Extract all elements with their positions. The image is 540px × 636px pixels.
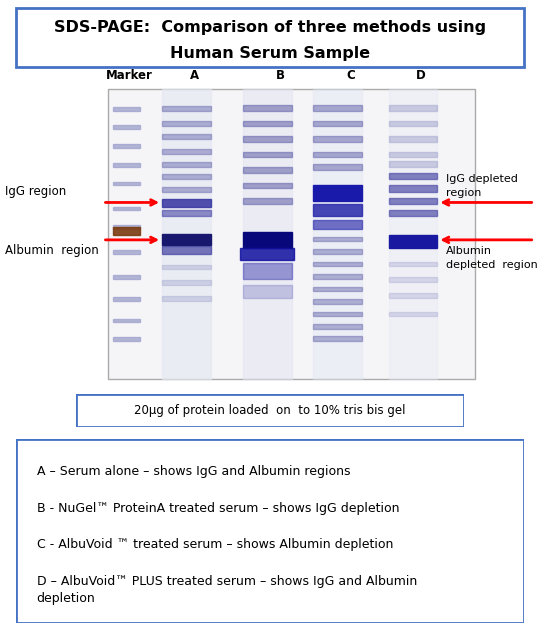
Bar [389, 105, 437, 111]
Bar [313, 136, 362, 142]
Bar [243, 167, 292, 173]
Bar [113, 250, 140, 254]
Bar [162, 233, 211, 245]
Bar [313, 287, 362, 291]
Bar [113, 207, 140, 211]
Bar [162, 265, 211, 270]
Text: B - NuGel™ ProteinA treated serum – shows IgG depletion: B - NuGel™ ProteinA treated serum – show… [37, 502, 399, 515]
Bar [162, 174, 211, 179]
FancyBboxPatch shape [16, 8, 524, 67]
Bar [162, 121, 211, 126]
Bar [113, 228, 140, 235]
Bar [313, 312, 362, 316]
Bar [243, 105, 292, 111]
Bar [243, 136, 292, 142]
Text: A: A [190, 69, 199, 83]
Bar [162, 199, 211, 207]
Text: Albumin  region: Albumin region [5, 244, 99, 258]
Bar [162, 280, 211, 285]
Bar [313, 164, 362, 170]
Bar [389, 88, 437, 378]
Bar [389, 161, 437, 167]
Bar [389, 185, 437, 191]
Bar [113, 275, 140, 279]
Bar [162, 187, 211, 191]
Bar [162, 246, 211, 254]
Bar [389, 136, 437, 142]
Text: region: region [446, 188, 481, 198]
Text: IgG depleted: IgG depleted [446, 174, 517, 184]
Text: D – AlbuVoid™ PLUS treated serum – shows IgG and Albumin
depletion: D – AlbuVoid™ PLUS treated serum – shows… [37, 576, 417, 605]
Text: B: B [276, 69, 285, 83]
Bar [389, 120, 437, 126]
Bar [313, 105, 362, 111]
Bar [313, 204, 362, 216]
Text: IgG region: IgG region [5, 185, 66, 198]
Bar [313, 274, 362, 279]
Bar [113, 107, 140, 111]
Bar [162, 106, 211, 111]
Bar [243, 285, 292, 298]
Bar [313, 324, 362, 329]
Bar [162, 211, 211, 216]
Bar [113, 125, 140, 129]
Bar [389, 293, 437, 298]
Bar [389, 277, 437, 282]
Text: A – Serum alone – shows IgG and Albumin regions: A – Serum alone – shows IgG and Albumin … [37, 465, 350, 478]
Bar [313, 120, 362, 126]
Bar [113, 182, 140, 185]
Text: SDS-PAGE:  Comparison of three methods using: SDS-PAGE: Comparison of three methods us… [54, 20, 486, 34]
Bar [162, 149, 211, 154]
Bar [243, 198, 292, 204]
Bar [243, 120, 292, 126]
Bar [113, 144, 140, 148]
Bar [389, 235, 437, 247]
Bar [162, 162, 211, 167]
Bar [113, 225, 140, 229]
Bar [240, 247, 294, 260]
Bar [313, 151, 362, 157]
Bar [389, 261, 437, 266]
Bar [389, 198, 437, 204]
Text: D: D [416, 69, 426, 83]
Bar [243, 88, 292, 378]
Bar [313, 261, 362, 266]
Bar [313, 299, 362, 304]
Bar [243, 183, 292, 188]
Bar [389, 211, 437, 216]
Text: 20µg of protein loaded  on  to 10% tris bis gel: 20µg of protein loaded on to 10% tris bi… [134, 404, 406, 417]
Text: Human Serum Sample: Human Serum Sample [170, 46, 370, 61]
Bar [162, 134, 211, 139]
Bar [313, 219, 362, 229]
Text: depleted  region: depleted region [446, 259, 537, 270]
Bar [243, 263, 292, 279]
Bar [313, 249, 362, 254]
FancyBboxPatch shape [16, 439, 524, 623]
Bar [108, 88, 475, 378]
Bar [243, 232, 292, 247]
FancyBboxPatch shape [76, 394, 464, 427]
Bar [389, 151, 437, 157]
Text: C: C [347, 69, 355, 83]
Bar [113, 163, 140, 167]
Bar [162, 88, 211, 378]
Text: C - AlbuVoid ™ treated serum – shows Albumin depletion: C - AlbuVoid ™ treated serum – shows Alb… [37, 539, 393, 551]
Bar [313, 88, 362, 378]
Bar [313, 237, 362, 242]
Bar [243, 151, 292, 157]
Bar [389, 312, 437, 316]
Bar [389, 173, 437, 179]
Bar [313, 185, 362, 201]
Text: Marker: Marker [106, 69, 153, 83]
Bar [113, 338, 140, 341]
Bar [313, 336, 362, 341]
Bar [113, 297, 140, 301]
Text: Albumin: Albumin [446, 245, 491, 256]
Bar [113, 319, 140, 322]
Bar [162, 296, 211, 301]
